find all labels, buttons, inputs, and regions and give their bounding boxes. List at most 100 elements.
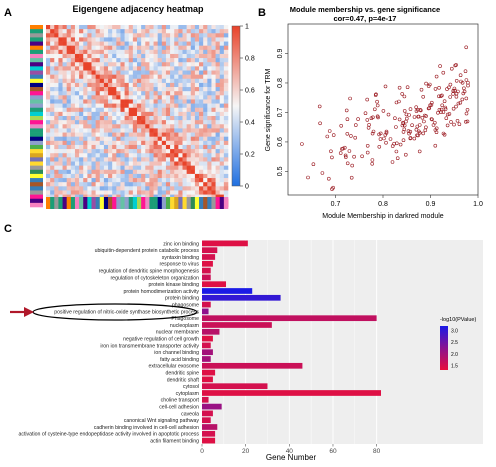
heatmap-cell (128, 70, 134, 75)
heatmap-cell (137, 33, 142, 38)
heatmap-cell (120, 173, 125, 179)
heatmap-cell (108, 29, 113, 34)
heatmap-cell (145, 153, 150, 158)
heatmap-cell (211, 186, 216, 191)
heatmap-cell (99, 45, 105, 51)
heatmap-cell (99, 124, 105, 129)
module-color-swatch (203, 197, 208, 209)
heatmap-cell (66, 153, 72, 158)
heatmap-cell (194, 107, 200, 113)
heatmap-cell (112, 103, 117, 109)
heatmap-cell (215, 37, 221, 42)
heatmap-cell (50, 66, 55, 71)
heatmap-cell (99, 78, 105, 84)
heatmap-cell (211, 29, 216, 34)
bar-category-label: actin filament binding (150, 439, 199, 445)
heatmap-cell (132, 173, 138, 179)
heatmap-cell (74, 82, 80, 88)
heatmap-cell (219, 165, 225, 171)
heatmap-cell (215, 62, 221, 67)
module-color-swatch (30, 132, 43, 137)
heatmap-cell (170, 178, 175, 183)
heatmap-cell (186, 58, 192, 63)
heatmap-cell (87, 136, 92, 142)
heatmap-cell (128, 165, 134, 171)
heatmap-cell (219, 178, 225, 183)
heatmap-cell (207, 116, 212, 121)
heatmap-cell (124, 149, 130, 154)
heatmap-cell (182, 37, 187, 42)
heatmap-cell (83, 91, 88, 96)
heatmap-cell (50, 45, 55, 51)
heatmap-cell (190, 165, 196, 171)
heatmap-cell (124, 116, 130, 121)
heatmap-cell (211, 25, 216, 30)
heatmap-cell (58, 132, 63, 137)
heatmap-cell (157, 91, 163, 96)
heatmap-cell (74, 132, 80, 137)
heatmap-cell (70, 169, 76, 175)
heatmap-cell (54, 136, 59, 142)
heatmap-cell (211, 169, 216, 175)
heatmap-cell (190, 91, 196, 96)
heatmap-cell (199, 111, 204, 117)
heatmap-cell (58, 124, 63, 129)
heatmap-cell (83, 149, 88, 154)
scatter-point (317, 104, 322, 109)
module-color-swatch (50, 197, 55, 209)
heatmap-cell (108, 99, 113, 104)
scatter-points (300, 45, 470, 191)
heatmap-cell (161, 82, 167, 88)
heatmap-cell (145, 190, 150, 195)
heatmap-cell (87, 103, 92, 109)
heatmap-cell (103, 136, 109, 142)
heatmap-cell (194, 74, 200, 80)
heatmap-cell (215, 182, 221, 187)
heatmap-cell (203, 157, 208, 162)
heatmap-cell (120, 144, 125, 150)
heatmap-cell (194, 58, 200, 63)
heatmap-cell (112, 194, 117, 200)
scatter-point (376, 115, 380, 120)
heatmap-cell (182, 107, 187, 113)
heatmap-cell (223, 132, 229, 137)
heatmap-cell (190, 169, 196, 175)
heatmap-cell (91, 144, 96, 150)
colorbar-tick-label: 0.4 (245, 120, 255, 127)
heatmap-cell (219, 128, 225, 133)
heatmap-cell (87, 62, 92, 67)
heatmap-cell (174, 62, 179, 67)
heatmap-cell (215, 140, 221, 146)
heatmap-cell (215, 120, 221, 125)
scatter-point (392, 141, 396, 146)
heatmap-cell (83, 53, 88, 59)
heatmap-cell (203, 29, 208, 34)
heatmap-cell (157, 107, 163, 113)
heatmap-cell (128, 190, 134, 195)
scatter-point (417, 149, 422, 154)
heatmap-cell (157, 103, 163, 109)
heatmap-cell (108, 87, 113, 92)
heatmap-cell (137, 132, 142, 137)
heatmap-cell (174, 194, 179, 200)
heatmap-cell (165, 161, 171, 166)
heatmap-cell (182, 95, 187, 100)
module-color-swatch (30, 190, 43, 195)
heatmap-cell (50, 149, 55, 154)
heatmap-cell (145, 120, 150, 125)
bar (202, 376, 213, 383)
heatmap-cell (46, 91, 51, 96)
heatmap-cell (74, 91, 80, 96)
heatmap-cell (194, 153, 200, 158)
heatmap-cell (223, 74, 229, 80)
module-color-swatch (70, 197, 76, 209)
heatmap-cell (182, 49, 187, 55)
heatmap-cell (141, 111, 146, 117)
scatter-point (402, 94, 407, 99)
heatmap-cell (223, 37, 229, 42)
heatmap-cell (91, 41, 96, 46)
heatmap-cell (174, 58, 179, 63)
scatter-point (375, 103, 380, 108)
heatmap-cell (46, 87, 51, 92)
heatmap-cell (83, 132, 88, 137)
